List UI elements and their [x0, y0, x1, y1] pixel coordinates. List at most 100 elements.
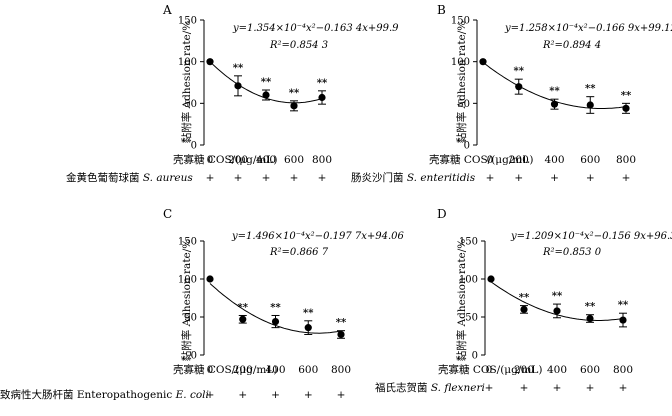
x-tick-label: 600	[284, 154, 304, 166]
panel-letter: B	[437, 3, 446, 17]
y-tick-label: 100	[178, 275, 197, 286]
significance-label: **	[549, 86, 560, 97]
data-point	[586, 101, 594, 109]
x-axis-label: 壳寡糖 COS/(μg/mL)	[429, 153, 533, 166]
fit-r2: R²=0.853 0	[542, 247, 602, 258]
group-label: 金黄色葡萄球菌 S. aureus	[66, 171, 193, 184]
data-point	[619, 316, 627, 324]
x-tick-label: 400	[544, 154, 564, 166]
data-point	[318, 93, 326, 102]
y-tick-label: 150	[451, 16, 470, 27]
x-tick-label: 200	[233, 364, 253, 376]
data-point	[262, 91, 270, 99]
group-mark: +	[586, 382, 595, 394]
panel-letter: D	[437, 207, 447, 221]
x-tick-label: 800	[312, 154, 332, 166]
fit-equation: y=1.258×10⁻⁴x²−0.166 9x+99.12	[504, 23, 672, 34]
group-mark: +	[206, 389, 215, 401]
significance-label: **	[233, 63, 244, 74]
data-point	[304, 324, 312, 332]
significance-label: **	[519, 293, 530, 304]
group-mark: +	[485, 382, 494, 394]
data-point	[515, 83, 523, 91]
data-point	[206, 58, 214, 66]
significance-label: **	[317, 78, 328, 89]
x-axis-label: 壳寡糖 COS/(μg/mL)	[173, 153, 277, 166]
data-point	[550, 100, 559, 108]
y-tick-label: 100	[459, 275, 478, 286]
group-mark: +	[318, 172, 327, 184]
data-point	[337, 330, 345, 339]
significance-label: **	[552, 291, 563, 302]
data-point	[479, 58, 487, 66]
group-mark: +	[553, 382, 562, 394]
x-tick-label: 600	[298, 364, 318, 376]
x-axis-label: 壳寡糖 COS/(μg/mL)	[173, 363, 277, 376]
group-mark: +	[206, 172, 215, 184]
data-point	[206, 275, 214, 283]
x-tick-label: 800	[331, 364, 351, 376]
y-tick-label: 100	[451, 57, 470, 68]
data-point	[622, 104, 630, 112]
group-mark: +	[238, 389, 247, 401]
group-mark: +	[514, 172, 523, 184]
significance-label: **	[238, 302, 249, 313]
y-axis-label: 黏附率 Adhesion rate/%	[455, 239, 468, 362]
x-tick-label: 600	[580, 364, 600, 376]
data-point	[487, 275, 495, 283]
group-mark: +	[586, 172, 595, 184]
y-tick-label: 50	[184, 313, 197, 324]
fit-equation: y=1.496×10⁻⁴x²−0.197 7x+94.06	[231, 231, 405, 242]
significance-label: **	[270, 302, 281, 313]
y-tick-label: 50	[465, 313, 478, 324]
y-tick-label: 0	[191, 141, 197, 152]
fit-r2: R²=0.854 3	[269, 40, 328, 51]
significance-label: **	[585, 84, 596, 95]
y-tick-label: 150	[178, 237, 197, 248]
group-mark: +	[619, 382, 628, 394]
fit-r2: R²=0.894 4	[542, 40, 601, 51]
group-mark: +	[262, 172, 271, 184]
x-tick-label: 200	[509, 154, 529, 166]
group-mark: +	[337, 389, 346, 401]
significance-label: **	[618, 300, 629, 311]
x-tick-label: 400	[265, 364, 285, 376]
y-tick-label: 100	[178, 57, 197, 68]
x-tick-label: 0	[487, 154, 494, 166]
fit-r2: R²=0.866 7	[269, 247, 329, 258]
y-axis-label: 黏附率 Adhesion rate/%	[455, 21, 468, 144]
significance-label: **	[621, 90, 632, 101]
x-axis-label: 壳寡糖 COS/(μg/mL)	[438, 363, 542, 376]
y-tick-label: 0	[464, 141, 470, 152]
x-tick-label: 400	[256, 154, 276, 166]
significance-label: **	[303, 308, 314, 319]
y-tick-label: 50	[184, 99, 197, 110]
x-tick-label: 800	[616, 154, 636, 166]
group-mark: +	[550, 172, 559, 184]
data-point	[553, 307, 561, 315]
x-tick-label: 0	[486, 364, 493, 376]
y-tick-label: 50	[457, 99, 470, 110]
x-tick-label: 400	[547, 364, 567, 376]
y-tick-label: 150	[178, 16, 197, 27]
data-point	[290, 102, 298, 110]
y-tick-label: 0	[472, 351, 478, 362]
group-mark: +	[520, 382, 529, 394]
group-mark: +	[290, 172, 299, 184]
group-mark: +	[234, 172, 243, 184]
x-tick-label: 200	[514, 364, 534, 376]
data-point	[520, 305, 528, 313]
data-point	[234, 82, 242, 90]
group-mark: +	[486, 172, 495, 184]
y-tick-label: 150	[459, 237, 478, 248]
y-tick-label: 0	[191, 351, 197, 362]
group-label: 致病性大肠杆菌 Enteropathogenic E. coli	[0, 388, 209, 401]
group-mark: +	[304, 389, 313, 401]
x-tick-label: 0	[207, 154, 214, 166]
data-point	[239, 315, 247, 323]
panel-letter: C	[163, 207, 172, 221]
significance-label: **	[289, 88, 300, 99]
